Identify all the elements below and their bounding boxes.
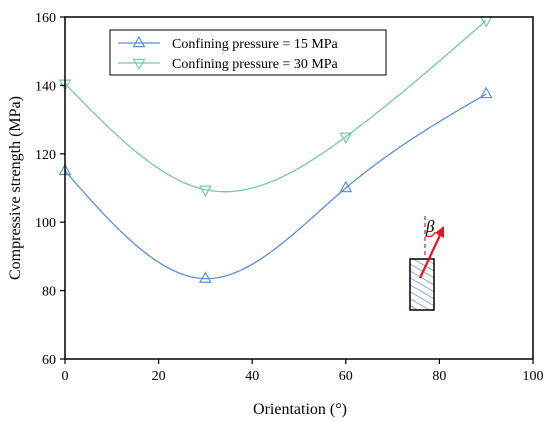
- y-axis-ticks: 60 80 100 120 140 160: [35, 11, 65, 368]
- specimen-orientation-inset: β: [409, 216, 444, 311]
- data-point-1-2: [339, 132, 353, 144]
- x-tick-label: 80: [432, 369, 446, 384]
- y-tick-label: 140: [35, 79, 56, 94]
- series-markers: [58, 16, 493, 283]
- x-tick-label: 20: [152, 369, 166, 384]
- data-point-0-2: [339, 180, 353, 193]
- y-tick-label: 120: [35, 148, 56, 163]
- arrow-head: [435, 226, 444, 238]
- specimen-rectangle: [409, 258, 435, 311]
- legend-box: [109, 29, 387, 76]
- data-point-1-3: [479, 16, 493, 28]
- y-tick-label: 100: [35, 216, 56, 231]
- y-tick-label: 60: [42, 353, 56, 368]
- plot-frame: [64, 16, 534, 360]
- beta-symbol: β: [425, 217, 435, 236]
- legend-item-15mpa: Confining pressure = 15 MPa: [118, 35, 339, 52]
- x-tick-label: 40: [245, 369, 259, 384]
- legend: Confining pressure = 15 MPa Confining pr…: [109, 29, 387, 76]
- x-axis-title: Orientation (°): [253, 401, 347, 418]
- legend-label-30mpa: Confining pressure = 30 MPa: [172, 57, 339, 72]
- data-point-0-3: [479, 86, 493, 99]
- data-point-1-1: [198, 185, 212, 197]
- legend-marker-30mpa: [132, 58, 146, 71]
- x-tick-label: 0: [62, 369, 69, 384]
- axes: [64, 16, 534, 360]
- legend-label-15mpa: Confining pressure = 15 MPa: [172, 37, 339, 52]
- series-line-1: [64, 19, 487, 193]
- x-axis-ticks: 0 20 40 60 80 100: [62, 359, 544, 384]
- data-point-0-1: [198, 271, 212, 283]
- series-curves: [64, 19, 487, 280]
- y-axis-title: Compressive strength (MPa): [7, 96, 24, 280]
- legend-item-30mpa: Confining pressure = 30 MPa: [118, 57, 339, 72]
- bedding-direction-arrow: [419, 230, 443, 279]
- y-tick-label: 160: [35, 11, 56, 26]
- x-tick-label: 100: [523, 369, 544, 384]
- x-tick-label: 60: [339, 369, 353, 384]
- legend-marker-15mpa: [132, 35, 146, 48]
- beta-angle-arc: [424, 231, 436, 238]
- y-tick-label: 80: [42, 285, 56, 300]
- series-line-0: [64, 93, 487, 280]
